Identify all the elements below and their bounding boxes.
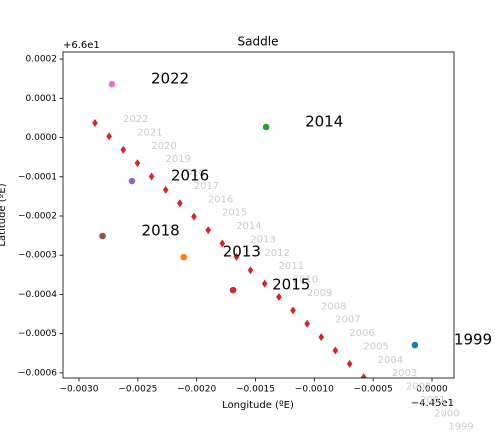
point [262, 123, 270, 131]
point-label: 1999 [454, 331, 492, 349]
track-label: 2021 [137, 127, 162, 138]
track-label: 2010 [293, 275, 318, 286]
track-label: 2020 [151, 141, 176, 152]
y-axis-label: Latitude (ºE) [0, 183, 8, 246]
point [108, 80, 116, 88]
track-label: 1999 [448, 422, 473, 432]
point [99, 232, 106, 240]
track-label: 2004 [378, 355, 403, 366]
point [180, 253, 188, 261]
track-label: 2007 [335, 315, 360, 326]
point-label: 2022 [151, 70, 189, 88]
track-label: 2018 [180, 168, 205, 179]
track-marker [120, 145, 127, 154]
y-offset-label: +6.6e1 [63, 40, 100, 51]
track-marker [92, 119, 98, 128]
track-marker [261, 279, 268, 288]
point-label: 2013 [223, 243, 261, 261]
track-marker [205, 226, 211, 235]
track-label: 2006 [349, 328, 374, 339]
track-marker [162, 185, 169, 194]
track-label: 2002 [406, 382, 431, 393]
track-marker [247, 266, 254, 275]
point-label: 2018 [142, 221, 180, 239]
x-tick-label: −0.0020 [177, 385, 216, 395]
x-tick-label: −0.0030 [59, 385, 98, 395]
track-label: 2009 [307, 288, 332, 299]
track-label: 2013 [250, 234, 275, 245]
x-axis-label: Longitude (ºE) [222, 400, 294, 411]
y-tick-label: −0.0005 [18, 329, 57, 339]
track-label: 2022 [123, 114, 148, 125]
x-tick-label: −0.0025 [118, 385, 157, 395]
track-label: 2016 [208, 194, 233, 205]
track-marker [318, 333, 325, 342]
y-tick-label: 0.0000 [26, 133, 58, 143]
chart-title: Saddle [238, 35, 279, 49]
track-marker [290, 306, 296, 315]
y-tick-label: −0.0004 [18, 290, 57, 300]
x-offset-label: −4.45e1 [411, 398, 454, 409]
track-label: 2008 [321, 301, 346, 312]
axes-frame [62, 51, 455, 379]
x-tick-label: −0.0010 [295, 385, 334, 395]
track-marker [304, 319, 310, 328]
point-label: 2015 [272, 276, 310, 294]
track-marker [134, 159, 141, 168]
track-label: 2005 [363, 341, 388, 352]
point-label: 2014 [305, 113, 343, 131]
point [411, 341, 419, 349]
y-tick-label: −0.0001 [18, 172, 57, 182]
track-label: 2017 [194, 181, 219, 192]
y-tick-label: −0.0006 [18, 368, 57, 378]
track-marker [148, 172, 155, 181]
x-tick-label: −0.0015 [236, 385, 275, 395]
track-marker [191, 212, 197, 221]
track-marker [276, 292, 282, 301]
track-label: 2012 [264, 248, 289, 259]
track-label: 2001 [420, 395, 445, 406]
point [229, 286, 237, 294]
y-tick-label: −0.0002 [18, 211, 57, 221]
point-label: 2016 [171, 167, 209, 185]
track-label: 2019 [165, 154, 190, 165]
track-label: 2003 [392, 368, 417, 379]
x-tick-label: 0.0000 [416, 385, 448, 395]
track-marker [106, 132, 112, 141]
track-label: 2011 [279, 261, 304, 272]
track-label: 2015 [222, 208, 247, 219]
track-label: 2014 [236, 221, 261, 232]
track-marker [346, 359, 353, 368]
track-marker [332, 346, 339, 355]
plot-area [92, 80, 419, 378]
track-label: 2000 [434, 408, 459, 419]
y-tick-label: −0.0003 [18, 251, 57, 261]
x-tick-label: −0.0005 [354, 385, 393, 395]
track-marker [177, 199, 183, 208]
track-marker [219, 239, 226, 248]
y-tick-label: 0.0002 [26, 55, 58, 65]
track-marker [233, 252, 240, 261]
y-tick-label: 0.0001 [26, 94, 58, 104]
track-marker [360, 373, 367, 378]
point [128, 177, 136, 185]
